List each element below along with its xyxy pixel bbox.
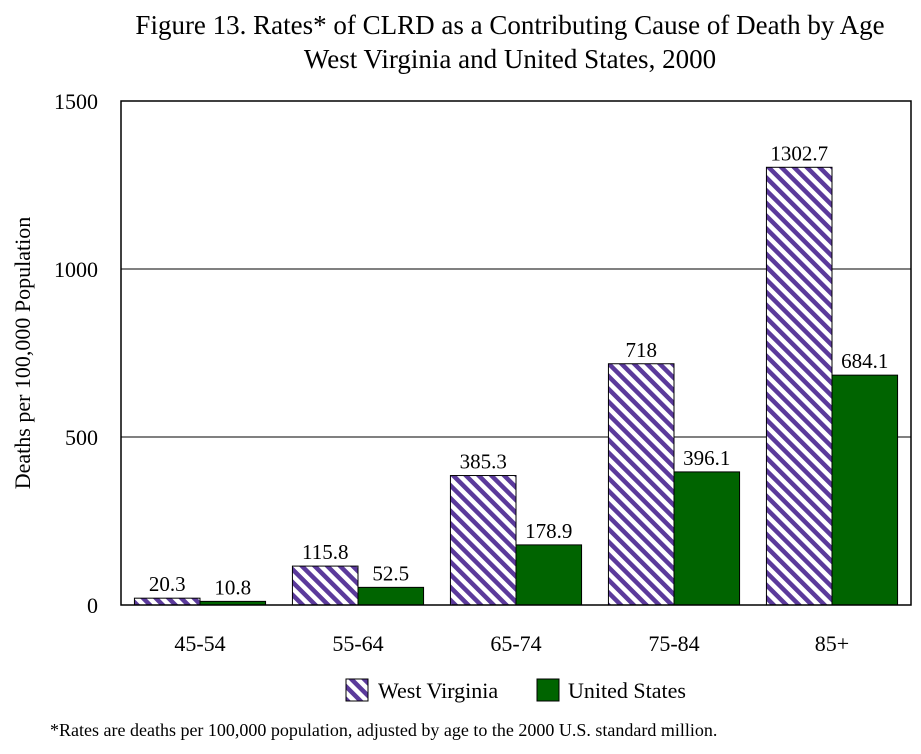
bar-united-states — [515, 544, 583, 606]
bar-west-virginia — [291, 565, 359, 606]
data-label-united-states: 396.1 — [683, 446, 730, 470]
bar-united-states — [673, 471, 741, 606]
y-tick-label: 1000 — [54, 257, 98, 282]
chart-subtitle: West Virginia and United States, 2000 — [304, 44, 716, 74]
x-tick-label: 75-84 — [648, 631, 699, 656]
bar-west-virginia — [607, 363, 675, 606]
x-tick-label: 65-74 — [490, 631, 541, 656]
data-label-west-virginia: 115.8 — [302, 540, 348, 564]
legend-swatch-west-virginia — [345, 678, 369, 702]
data-label-united-states: 178.9 — [525, 519, 572, 543]
y-tick-label: 0 — [87, 593, 98, 618]
y-axis-ticks: 0 500 1000 1500 — [54, 89, 98, 618]
x-tick-label: 55-64 — [332, 631, 383, 656]
plot-area-frame — [120, 100, 912, 606]
data-label-united-states: 52.5 — [372, 561, 409, 585]
legend-swatch-united-states — [536, 678, 560, 702]
x-axis-ticks: 45-54 55-64 65-74 75-84 85+ — [174, 631, 849, 656]
legend-label-united-states: United States — [568, 678, 686, 703]
data-label-west-virginia: 1302.7 — [770, 141, 828, 165]
x-tick-label: 85+ — [815, 631, 849, 656]
chart-title: Figure 13. Rates* of CLRD as a Contribut… — [135, 10, 884, 40]
bar-united-states — [357, 586, 425, 606]
legend: West Virginia United States — [345, 678, 686, 703]
data-label-west-virginia: 385.3 — [460, 450, 507, 474]
bar-west-virginia — [765, 166, 833, 606]
y-axis-label: Deaths per 100,000 Population — [10, 217, 35, 490]
data-label-united-states: 10.8 — [214, 575, 251, 599]
y-tick-label: 1500 — [54, 89, 98, 114]
data-label-west-virginia: 20.3 — [149, 572, 186, 596]
bar-west-virginia — [449, 475, 517, 606]
x-tick-label: 45-54 — [174, 631, 225, 656]
bars — [133, 166, 899, 606]
legend-label-west-virginia: West Virginia — [378, 678, 498, 703]
y-tick-label: 500 — [65, 425, 98, 450]
footnote: *Rates are deaths per 100,000 population… — [50, 720, 717, 740]
bar-west-virginia — [133, 597, 201, 606]
bar-united-states — [831, 374, 899, 606]
data-label-united-states: 684.1 — [841, 349, 888, 373]
data-labels: 20.3 10.8 115.8 52.5 385.3 178.9 718 396.1 1302.… — [149, 141, 889, 599]
data-label-west-virginia: 718 — [625, 338, 657, 362]
